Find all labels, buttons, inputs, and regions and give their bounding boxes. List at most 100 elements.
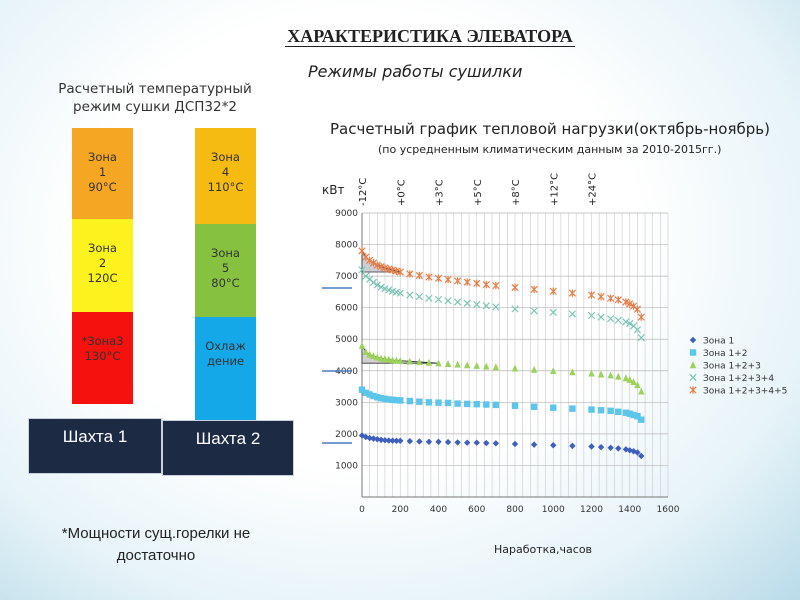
footnote-line-2: достаточно (116, 547, 196, 564)
zone-block-5: Зона 5 80°С (195, 224, 256, 317)
point-series-3 (381, 355, 389, 362)
point-series-5 (396, 268, 404, 276)
point-series-1 (425, 438, 433, 445)
x-tick-label: 1400 (618, 505, 641, 515)
temperature-markers: -12°C +0°C +3°C +5°C +8°C +12°C +24°C (358, 173, 599, 206)
point-series-3 (389, 356, 396, 364)
chart-title: Расчетный график тепловой нагрузки(октяб… (330, 120, 770, 138)
point-series-2 (406, 397, 414, 405)
point-series-3 (435, 359, 442, 367)
point-series-4 (373, 281, 381, 289)
legend-label: Зона 1+2+3+4 (703, 374, 774, 384)
y-tick-label: 7000 (335, 272, 358, 282)
point-series-2 (630, 411, 637, 419)
temperature-label: +3°C (435, 179, 446, 206)
x-tick-label: 200 (392, 505, 409, 515)
point-series-1 (366, 434, 373, 442)
temperature-mode-heading: Расчетный температурный режим сушки ДСП3… (40, 80, 270, 116)
point-series-5 (530, 285, 538, 294)
point-series-3 (511, 364, 519, 372)
point-series-3 (626, 375, 633, 383)
point-series-1 (377, 436, 385, 444)
x-tick-label: 400 (430, 505, 447, 515)
zone-block-2: Зона 2 120С (72, 219, 133, 312)
x-axis-label: Наработка,часов (494, 543, 593, 556)
zone-text: Зона (88, 241, 117, 255)
point-series-2 (473, 401, 480, 408)
point-series-2 (454, 400, 461, 407)
point-series-1 (597, 443, 605, 451)
point-series-2 (626, 410, 633, 417)
point-series-2 (397, 397, 404, 404)
point-series-4 (358, 266, 366, 274)
zone-text: 2 (98, 256, 107, 270)
point-series-1 (634, 449, 641, 456)
point-series-2 (622, 409, 630, 416)
point-series-3 (483, 362, 490, 370)
x-tick-label: 0 (359, 505, 365, 515)
point-series-2 (511, 402, 519, 410)
page-title: ХАРАКТЕРИСТИКА ЭЛЕВАТОРА (285, 26, 575, 47)
point-series-5 (362, 253, 370, 261)
y-tick-label: 1000 (335, 461, 358, 471)
temperature-label: +12°C (549, 173, 560, 206)
y-tick-label: 6000 (335, 304, 358, 314)
point-series-5 (482, 280, 490, 289)
point-series-1 (416, 438, 423, 445)
point-series-1 (626, 447, 633, 454)
zone-text: Охлаж (205, 339, 246, 353)
point-series-3 (634, 381, 641, 389)
point-series-1 (588, 443, 595, 450)
point-series-3 (366, 350, 373, 358)
zone-text: Зона (211, 246, 240, 260)
temperature-label: +24°C (588, 173, 599, 206)
point-series-1 (381, 437, 389, 444)
zone-text: 90°C (88, 180, 117, 194)
point-series-3 (377, 354, 385, 362)
point-series-1 (550, 442, 557, 449)
point-series-4 (425, 294, 433, 302)
point-series-2 (492, 401, 500, 409)
point-series-2 (374, 394, 381, 401)
y-axis-label: кВт (322, 183, 344, 197)
point-series-2 (358, 386, 366, 393)
point-series-1 (615, 445, 622, 452)
legend-marker (689, 361, 697, 369)
point-series-1 (406, 437, 414, 445)
point-series-3 (374, 353, 381, 361)
heading-line-2: режим сушки ДСП32*2 (73, 99, 237, 115)
zone-text: Зона (88, 150, 117, 164)
point-series-4 (587, 311, 596, 320)
chart-axes: 1000 2000 3000 4000 5000 6000 7000 8000 9000 0 200… (335, 209, 680, 515)
point-series-4 (381, 285, 389, 293)
zone-text: Зона (211, 150, 240, 164)
point-series-1 (374, 436, 381, 443)
y-tick-label: 4000 (335, 367, 358, 377)
point-series-3 (454, 360, 461, 368)
point-series-3 (362, 348, 370, 356)
point-series-2 (385, 396, 392, 403)
point-series-5 (473, 279, 481, 288)
point-series-3 (530, 365, 538, 373)
point-series-4 (626, 319, 634, 328)
point-series-2 (597, 407, 605, 414)
zone-text: 120С (87, 271, 118, 285)
point-series-2 (483, 401, 490, 408)
point-series-5 (492, 281, 500, 290)
point-series-5 (377, 262, 385, 271)
point-series-5 (369, 259, 378, 267)
footnote-line-1: *Мощности сущ.горелки не (61, 525, 251, 542)
y-tick-label: 9000 (335, 209, 358, 219)
point-series-2 (530, 403, 538, 410)
temperature-label: +8°C (511, 179, 522, 206)
point-series-4 (406, 291, 414, 299)
point-series-3 (370, 352, 377, 360)
x-tick-label: 1200 (580, 505, 603, 515)
x-tick-label: 800 (506, 505, 523, 515)
point-series-3 (630, 378, 637, 386)
point-series-1 (638, 452, 645, 460)
point-series-2 (638, 416, 645, 423)
point-series-1 (473, 439, 480, 446)
point-series-4 (568, 310, 576, 318)
point-series-4 (366, 275, 374, 283)
